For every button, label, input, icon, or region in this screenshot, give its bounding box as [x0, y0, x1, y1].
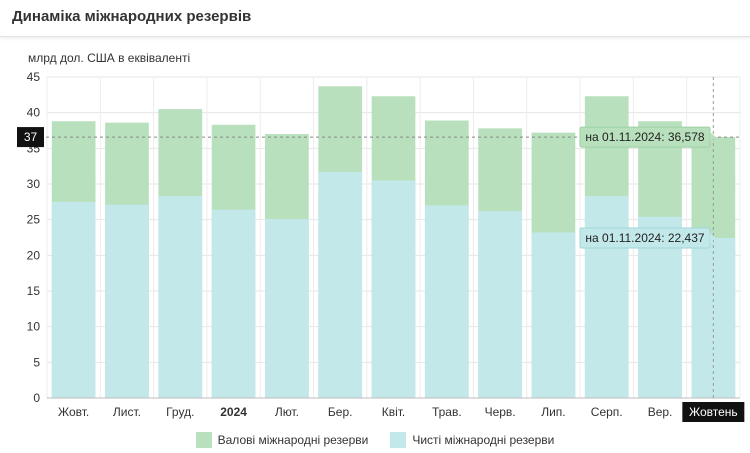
tooltip-label: на 01.11.2024: 36,578	[585, 130, 705, 144]
x-tick-label[interactable]: 2024	[220, 405, 247, 419]
bar-net[interactable]	[265, 218, 309, 398]
legend-item-gross[interactable]: Валові міжнародні резерви	[195, 432, 369, 448]
bar-net[interactable]	[478, 211, 522, 398]
x-tick-label[interactable]: Лип.	[541, 405, 565, 419]
y-tick-label: 5	[33, 355, 40, 369]
chart-legend: Валові міжнародні резерви Чисті міжнарод…	[0, 432, 750, 448]
bar-net[interactable]	[158, 196, 203, 398]
bar-net[interactable]	[211, 209, 256, 398]
tooltip-pointer	[710, 132, 716, 143]
bar-net[interactable]	[51, 201, 96, 398]
reference-value-box	[17, 127, 44, 148]
x-tick-label[interactable]: Трав.	[432, 405, 462, 419]
y-axis-unit-label: млрд дол. США в еквіваленті	[28, 51, 191, 65]
y-tick-label: 45	[27, 70, 41, 84]
x-tick-label[interactable]: Бер.	[328, 405, 353, 419]
x-tick-label[interactable]: Вер.	[648, 405, 673, 419]
y-tick-label: 15	[27, 284, 41, 298]
x-tick-label[interactable]: Лист.	[113, 405, 141, 419]
bar-net[interactable]	[531, 232, 576, 398]
x-tick-label[interactable]: Груд.	[166, 405, 194, 419]
x-tick-label[interactable]: Черв.	[485, 405, 516, 419]
y-tick-label: 30	[27, 177, 41, 191]
legend-label-gross: Валові міжнародні резерви	[217, 433, 369, 447]
x-tick-label[interactable]: Жовтень	[689, 405, 738, 419]
x-tick-label[interactable]: Квіт.	[382, 405, 406, 419]
bar-net[interactable]	[584, 196, 629, 398]
bar-net[interactable]	[371, 180, 416, 398]
legend-item-net[interactable]: Чисті міжнародні резерви	[390, 432, 554, 448]
y-tick-label: 40	[27, 106, 41, 120]
x-tick-label[interactable]: Жовт.	[58, 405, 89, 419]
tooltip-label: на 01.11.2024: 22,437	[585, 231, 705, 245]
y-tick-label: 0	[33, 391, 40, 405]
x-tick-label[interactable]: Лют.	[275, 405, 299, 419]
tooltip-pointer	[710, 232, 716, 243]
legend-label-net: Чисті міжнародні резерви	[412, 433, 555, 447]
bar-net[interactable]	[318, 171, 363, 398]
x-tick-label[interactable]: Серп.	[591, 405, 623, 419]
y-tick-label: 20	[27, 248, 41, 262]
legend-swatch-net	[390, 432, 407, 448]
x-tick-highlight-box	[682, 402, 745, 422]
bar-net[interactable]	[105, 204, 149, 398]
y-tick-label: 25	[27, 213, 41, 227]
page-title: Динаміка міжнародних резервів	[12, 8, 252, 25]
header-bar: Динаміка міжнародних резервів	[0, 0, 750, 37]
y-tick-label: 10	[27, 320, 41, 334]
legend-swatch-gross	[195, 432, 212, 448]
reference-value-label: 37	[24, 130, 38, 144]
bar-net[interactable]	[424, 205, 469, 398]
